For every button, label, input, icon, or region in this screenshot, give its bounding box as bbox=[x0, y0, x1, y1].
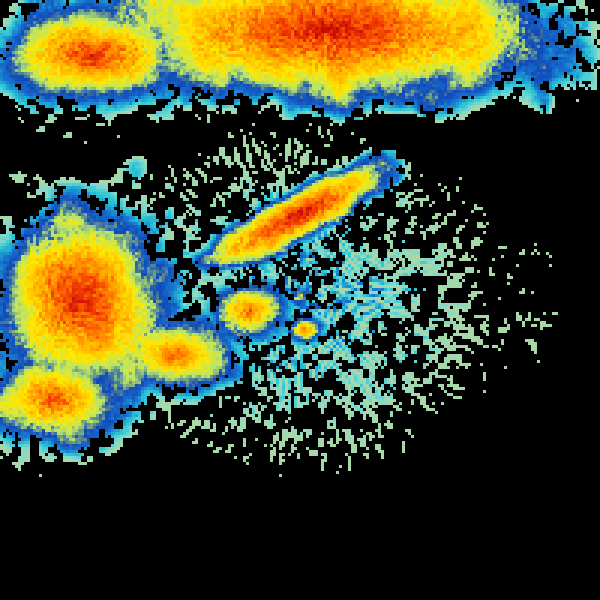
radar-view bbox=[0, 0, 600, 600]
radar-reflectivity-canvas bbox=[0, 0, 600, 600]
